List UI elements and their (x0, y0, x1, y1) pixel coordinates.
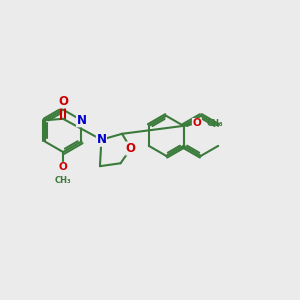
Text: O: O (58, 95, 68, 108)
Text: N: N (96, 133, 106, 146)
Text: CH₃: CH₃ (207, 119, 224, 128)
Text: O: O (126, 142, 136, 155)
Text: O: O (59, 162, 68, 172)
Text: N: N (76, 114, 86, 127)
Text: CH₃: CH₃ (55, 176, 71, 185)
Text: O: O (192, 118, 201, 128)
